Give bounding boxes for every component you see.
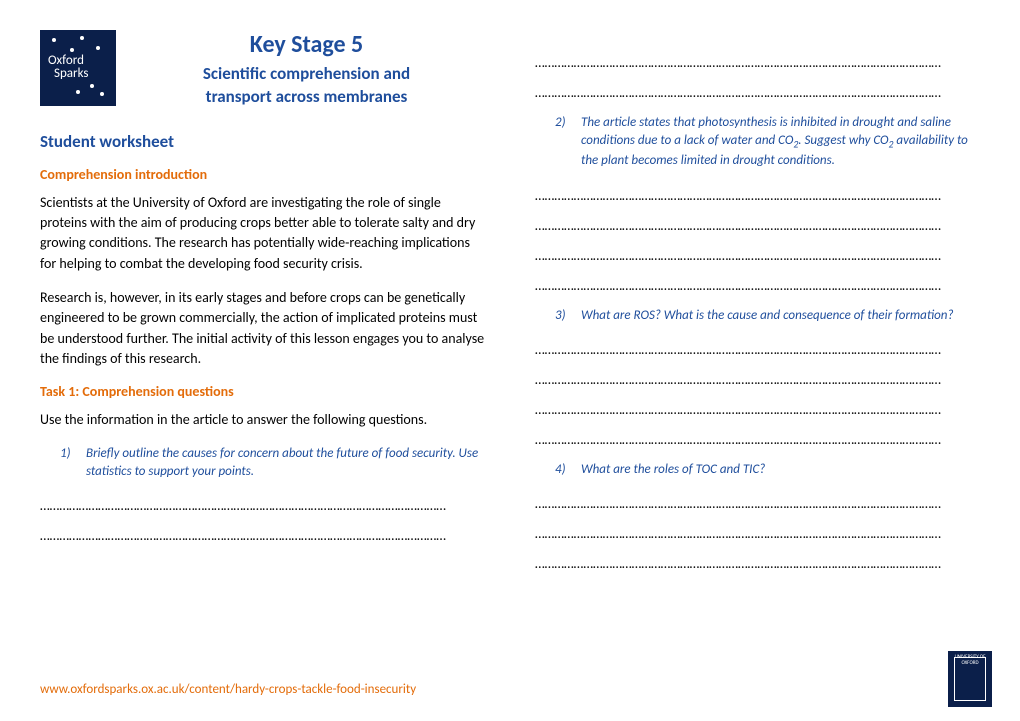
student-worksheet-heading: Student worksheet bbox=[40, 131, 485, 152]
question-4: 4) What are the roles of TOC and TIC? bbox=[581, 461, 980, 479]
crest-text: UNIVERSITY OFOXFORD bbox=[948, 655, 992, 666]
footer-url: www.oxfordsparks.ox.ac.uk/content/hardy-… bbox=[40, 682, 416, 697]
answer-line: …………………………………………………………………………………………………………… bbox=[535, 431, 980, 445]
intro-paragraph-1: Scientists at the University of Oxford a… bbox=[40, 193, 485, 274]
question-1: 1) Briefly outline the causes for concer… bbox=[86, 445, 485, 481]
question-3: 3) What are ROS? What is the cause and c… bbox=[581, 307, 980, 325]
task1-heading: Task 1: Comprehension questions bbox=[40, 383, 485, 400]
answer-line: …………………………………………………………………………………………………………… bbox=[535, 277, 980, 291]
question-text: What are the roles of TOC and TIC? bbox=[581, 462, 765, 477]
answer-line: …………………………………………………………………………………………………………… bbox=[535, 54, 980, 68]
question-number: 2) bbox=[555, 114, 566, 132]
intro-paragraph-2: Research is, however, in its early stage… bbox=[40, 288, 485, 369]
title-sub-line1: Scientific comprehension and bbox=[128, 63, 485, 86]
title-main: Key Stage 5 bbox=[128, 30, 485, 59]
oxford-sparks-logo: Oxford Sparks bbox=[40, 30, 116, 106]
answer-line: …………………………………………………………………………………………………………… bbox=[535, 84, 980, 98]
question-list-q4: 4) What are the roles of TOC and TIC? bbox=[535, 461, 980, 479]
title-block: Key Stage 5 Scientific comprehension and… bbox=[128, 30, 485, 109]
question-list-q2: 2) The article states that photosynthesi… bbox=[535, 114, 980, 171]
header-row: Oxford Sparks Key Stage 5 Scientific com… bbox=[40, 30, 485, 109]
page-container: Oxford Sparks Key Stage 5 Scientific com… bbox=[0, 0, 1020, 585]
logo-text: Oxford Sparks bbox=[48, 54, 88, 80]
answer-line: …………………………………………………………………………………………………………… bbox=[40, 497, 485, 511]
question-list-q3: 3) What are ROS? What is the cause and c… bbox=[535, 307, 980, 325]
question-number: 4) bbox=[555, 461, 566, 479]
question-text: The article states that photosynthesis i… bbox=[581, 115, 968, 168]
question-number: 1) bbox=[60, 445, 71, 463]
answer-line: …………………………………………………………………………………………………………… bbox=[535, 217, 980, 231]
question-text: What are ROS? What is the cause and cons… bbox=[581, 308, 954, 323]
question-text: Briefly outline the causes for concern a… bbox=[86, 446, 478, 479]
question-number: 3) bbox=[555, 307, 566, 325]
right-column: …………………………………………………………………………………………………………… bbox=[535, 30, 980, 585]
answer-line: …………………………………………………………………………………………………………… bbox=[535, 187, 980, 201]
answer-line: …………………………………………………………………………………………………………… bbox=[535, 495, 980, 509]
answer-line: …………………………………………………………………………………………………………… bbox=[535, 371, 980, 385]
task1-intro: Use the information in the article to an… bbox=[40, 410, 485, 430]
answer-line: …………………………………………………………………………………………………………… bbox=[535, 247, 980, 261]
answer-line: …………………………………………………………………………………………………………… bbox=[535, 401, 980, 415]
comprehension-intro-heading: Comprehension introduction bbox=[40, 166, 485, 183]
answer-line: …………………………………………………………………………………………………………… bbox=[535, 555, 980, 569]
title-sub-line2: transport across membranes bbox=[128, 86, 485, 109]
question-list-left: 1) Briefly outline the causes for concer… bbox=[40, 445, 485, 481]
left-column: Oxford Sparks Key Stage 5 Scientific com… bbox=[40, 30, 485, 585]
answer-line: …………………………………………………………………………………………………………… bbox=[40, 527, 485, 541]
question-2: 2) The article states that photosynthesi… bbox=[581, 114, 980, 171]
answer-line: …………………………………………………………………………………………………………… bbox=[535, 525, 980, 539]
oxford-university-crest-icon: UNIVERSITY OFOXFORD bbox=[948, 651, 992, 707]
answer-line: …………………………………………………………………………………………………………… bbox=[535, 341, 980, 355]
